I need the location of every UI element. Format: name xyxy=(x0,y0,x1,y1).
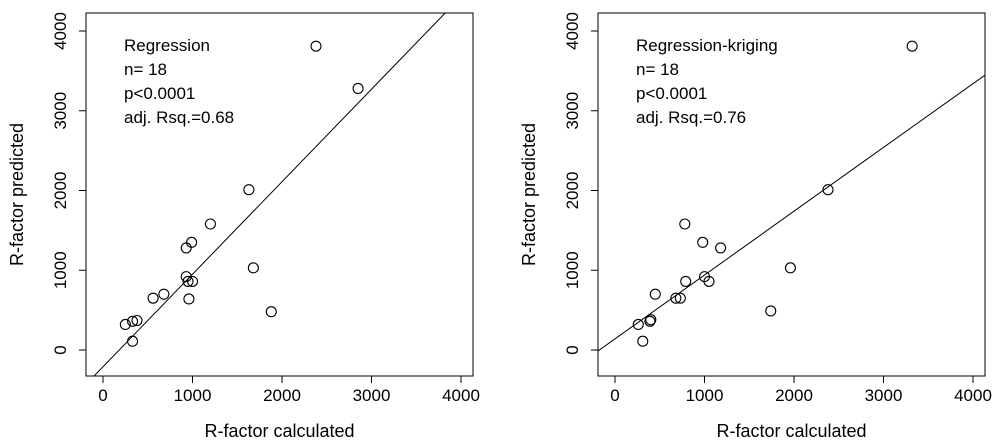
y-tick-label: 3000 xyxy=(563,92,582,130)
data-point xyxy=(182,275,194,287)
data-point xyxy=(715,242,727,254)
data-point xyxy=(186,275,199,287)
x-axis-title: R-factor calculated xyxy=(204,421,354,441)
data-point xyxy=(119,318,131,331)
annotation-line: p<0.0001 xyxy=(124,84,195,103)
data-point xyxy=(632,318,644,331)
data-point xyxy=(131,314,143,327)
annotation-line: adj. Rsq.=0.68 xyxy=(124,108,234,127)
x-tick-label: 4000 xyxy=(442,386,480,405)
annotation-line: n= 18 xyxy=(636,60,679,79)
plot-frame xyxy=(597,12,986,377)
data-point xyxy=(243,184,255,196)
y-tick-label: 1000 xyxy=(51,251,70,289)
data-point xyxy=(674,292,686,304)
annotation-line: Regression xyxy=(124,36,210,55)
y-tick-label: 4000 xyxy=(51,12,70,50)
data-point xyxy=(352,82,364,94)
data-point xyxy=(679,218,691,230)
x-tick-label: 1000 xyxy=(174,386,212,405)
x-tick-label: 4000 xyxy=(954,386,992,405)
data-point xyxy=(147,292,159,304)
y-tick-label: 4000 xyxy=(563,12,582,50)
data-point xyxy=(126,315,139,327)
regression-line xyxy=(598,74,985,352)
panel-regression: 0 1000 2000 3000 4000 0 1000 2000 3000 4000 R-fact… xyxy=(7,12,480,441)
panel-regression-kriging: 0 1000 2000 3000 4000 0 1000 2000 3000 4000 R-fact… xyxy=(519,12,992,441)
annotation-line: Regression-kriging xyxy=(636,36,778,55)
x-axis-title: R-factor calculated xyxy=(716,421,866,441)
x-tick-label: 0 xyxy=(98,386,107,405)
x-tick-label: 3000 xyxy=(865,386,903,405)
data-point xyxy=(906,40,918,52)
x-tick-label: 0 xyxy=(610,386,619,405)
data-point xyxy=(158,288,170,300)
x-tick-label: 2000 xyxy=(775,386,813,405)
data-point xyxy=(680,275,692,287)
data-point xyxy=(180,242,192,254)
annotation-line: p<0.0001 xyxy=(636,84,707,103)
y-tick-label: 1000 xyxy=(563,251,582,289)
data-point xyxy=(637,335,649,347)
data-point xyxy=(822,184,834,196)
x-tick-label: 1000 xyxy=(686,386,724,405)
data-point xyxy=(204,218,216,230)
annotation-line: adj. Rsq.=0.76 xyxy=(636,108,746,127)
regression-line xyxy=(93,13,446,376)
data-point xyxy=(265,306,277,318)
annotation-line: n= 18 xyxy=(124,60,167,79)
y-tick-label: 3000 xyxy=(51,92,70,130)
data-point xyxy=(649,288,661,300)
data-point xyxy=(703,275,715,287)
data-point xyxy=(126,335,139,347)
data-point xyxy=(697,236,709,248)
data-point xyxy=(247,262,259,274)
plot-frame xyxy=(85,12,474,377)
data-point xyxy=(183,293,195,305)
data-point xyxy=(186,236,198,248)
data-point xyxy=(784,262,796,274)
x-tick-label: 3000 xyxy=(353,386,391,405)
y-tick-label: 2000 xyxy=(563,172,582,210)
y-axis-title: R-factor predicted xyxy=(7,123,27,266)
y-tick-label: 2000 xyxy=(51,172,70,210)
data-point xyxy=(765,305,777,317)
data-point xyxy=(644,315,656,327)
data-point xyxy=(310,40,322,52)
data-point xyxy=(645,314,657,326)
data-point xyxy=(670,292,682,304)
y-tick-label: 0 xyxy=(51,345,70,354)
y-axis-title: R-factor predicted xyxy=(519,123,539,266)
y-tick-label: 0 xyxy=(563,345,582,354)
x-tick-label: 2000 xyxy=(263,386,301,405)
